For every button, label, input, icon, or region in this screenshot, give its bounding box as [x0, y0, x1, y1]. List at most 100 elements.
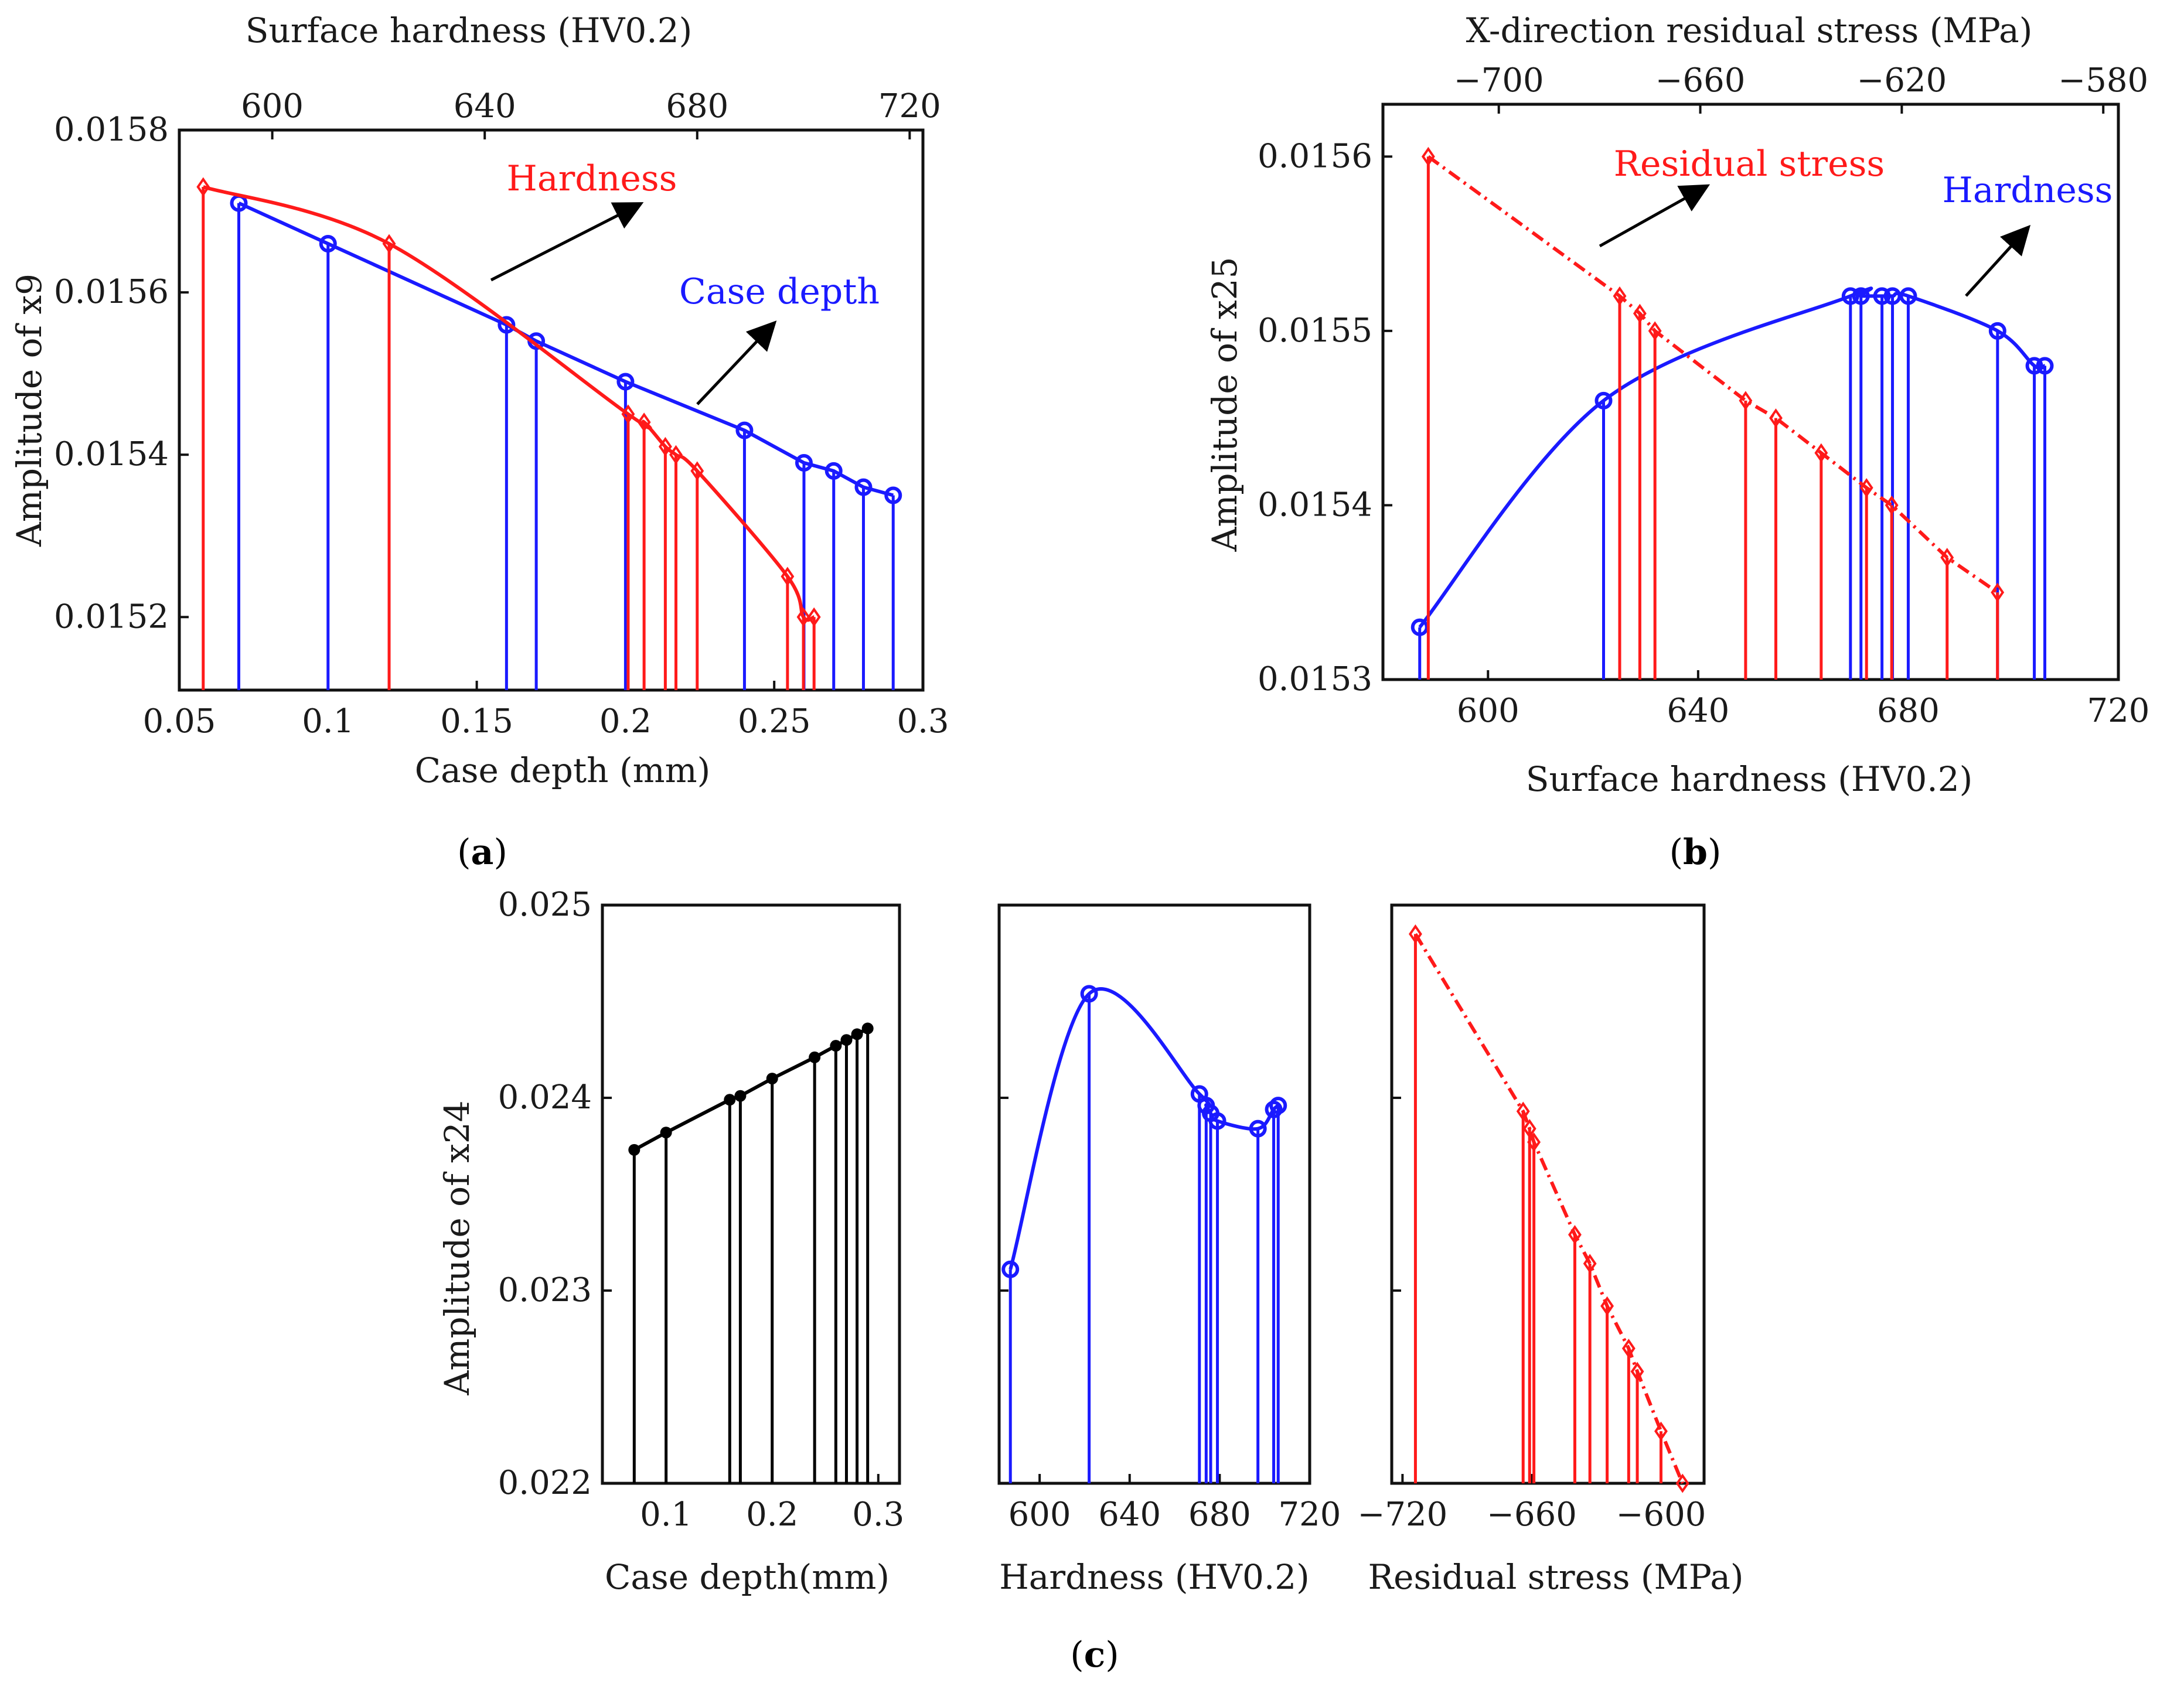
- point-c3-0-3: [1527, 1132, 1541, 1152]
- point-a-1-5: [669, 445, 683, 465]
- x-tick-label-c3-0: −720: [1357, 1496, 1447, 1534]
- panel-b-label: (b): [1669, 832, 1722, 873]
- series-c1-0: [628, 1022, 874, 1483]
- y-tick-label-a-2: 0.0156: [54, 273, 169, 311]
- x-tick-label-c2-1: 640: [1098, 1496, 1161, 1534]
- x-tick-label-a-4: 0.25: [738, 702, 811, 740]
- panel-a: Surface hardness (HV0.2) Case depth (mm)…: [9, 11, 880, 873]
- point-c2-0-0: [1001, 1260, 1020, 1278]
- point-b-0-8: [2025, 357, 2043, 375]
- y-tick-label-c1-0: 0.022: [498, 1464, 592, 1502]
- point-b-1-0: [1421, 146, 1435, 166]
- point-c3-0-0: [1408, 924, 1422, 944]
- point-c1-0-4: [766, 1073, 778, 1085]
- series-line-a-1: [202, 185, 815, 622]
- series-line-c3-0: [1413, 933, 1685, 1484]
- chart-c3: −720 −660 −600: [1357, 903, 1706, 1534]
- panel-c: Amplitude of x24 Case depth(mm) Hardness…: [437, 1101, 1744, 1676]
- x-tick-label-a-1: 0.1: [302, 702, 354, 740]
- x-tick-label-b-3: 720: [2087, 692, 2150, 730]
- point-b-1-2: [1633, 303, 1647, 323]
- point-a-1-8: [796, 607, 810, 627]
- point-a-0-6: [795, 454, 813, 472]
- point-b-1-5: [1769, 408, 1783, 428]
- x-tick-label-b-2: 680: [1877, 692, 1940, 730]
- y-tick-label-b-1: 0.0154: [1258, 486, 1372, 524]
- point-c1-0-7: [840, 1034, 853, 1046]
- point-c3-0-5: [1583, 1254, 1597, 1274]
- point-b-0-2: [1841, 287, 1859, 305]
- point-c2-0-6: [1249, 1120, 1267, 1138]
- plot-frame-c1: [601, 903, 901, 1485]
- point-c3-0-1: [1516, 1101, 1530, 1121]
- x-tick-label-c3-1: −660: [1487, 1496, 1577, 1534]
- panel-c2-xlabel: Hardness (HV0.2): [999, 1557, 1310, 1597]
- annotation-arrow-2: [1599, 184, 1711, 248]
- x-tick-label-c1-2: 0.3: [852, 1496, 904, 1534]
- point-b-0-9: [2036, 357, 2054, 375]
- panel-c1-ylabel: Amplitude of x24: [437, 1101, 477, 1396]
- series-b-0: [1410, 286, 2054, 680]
- point-c1-0-2: [724, 1094, 736, 1106]
- point-b-0-6: [1899, 287, 1917, 305]
- chart-c2: 600 640 680 720: [997, 903, 1341, 1534]
- point-a-0-9: [884, 486, 902, 504]
- panel-a-xlabel-top: Surface hardness (HV0.2): [246, 11, 693, 50]
- point-b-1-7: [1859, 478, 1873, 498]
- panel-c3-xlabel: Residual stress (MPa): [1368, 1557, 1743, 1597]
- x-tick-label-a-0: 0.05: [143, 702, 216, 740]
- point-b-1-10: [1991, 582, 2005, 602]
- point-c3-0-8: [1630, 1361, 1644, 1381]
- annotation-arrow-1: [696, 320, 777, 405]
- chart-c1: 0.022 0.023 0.024 0.025 0.1 0.2 0.3: [498, 886, 905, 1534]
- panel-a-ylabel: Amplitude of x9: [9, 274, 49, 547]
- x-tick-label-c1-1: 0.2: [746, 1496, 798, 1534]
- y-tick-label-b-2: 0.0155: [1258, 312, 1372, 350]
- series-a-1: [196, 177, 821, 690]
- point-b-1-9: [1940, 548, 1954, 568]
- point-c1-0-3: [734, 1090, 747, 1102]
- point-a-1-1: [382, 234, 396, 254]
- point-b-0-3: [1852, 287, 1870, 305]
- plot-frame-b: [1381, 103, 2120, 681]
- y-tick-label-c1-1: 0.023: [498, 1271, 592, 1309]
- y-tick-label-a-3: 0.0158: [54, 111, 169, 149]
- y-tick-label-c1-3: 0.025: [498, 886, 592, 924]
- x-tick-label-c2-3: 720: [1279, 1496, 1341, 1534]
- y-tick-label-b-3: 0.0156: [1258, 137, 1372, 175]
- point-c3-0-7: [1621, 1339, 1636, 1359]
- x-top-tick-label-a-2: 680: [666, 87, 728, 125]
- point-a-1-7: [781, 566, 795, 586]
- x-top-tick-label-b-2: −620: [1856, 62, 1947, 100]
- y-tick-label-b-0: 0.0153: [1258, 660, 1372, 698]
- x-top-tick-label-b-0: −700: [1454, 62, 1544, 100]
- point-b-0-0: [1410, 618, 1429, 636]
- point-a-0-5: [735, 421, 754, 439]
- point-c3-0-2: [1522, 1119, 1536, 1139]
- panel-b-xlabel-top: X-direction residual stress (MPa): [1466, 11, 2033, 50]
- point-c1-0-1: [660, 1127, 672, 1139]
- panel-b-annotation-residual-stress: Residual stress: [1614, 144, 1885, 185]
- series-line-b-1: [1427, 155, 1999, 594]
- chart-a: 0.0152 0.0154 0.0156 0.0158 0.05 0.1 0.15 0.2 0.…: [54, 87, 949, 740]
- point-a-0-1: [319, 234, 337, 252]
- panel-b-annotation-hardness: Hardness: [1943, 170, 2113, 211]
- panel-a-annotation-hardness: Hardness: [507, 158, 677, 199]
- point-b-1-4: [1739, 391, 1753, 411]
- panel-b-ylabel: Amplitude of x25: [1205, 257, 1245, 552]
- point-b-1-1: [1613, 286, 1627, 306]
- x-tick-label-c2-2: 680: [1188, 1496, 1251, 1534]
- x-tick-label-b-0: 600: [1457, 692, 1519, 730]
- panel-c1-xlabel: Case depth(mm): [605, 1557, 890, 1597]
- point-c3-0-4: [1568, 1225, 1582, 1245]
- point-a-1-2: [621, 404, 635, 424]
- x-top-tick-label-a-1: 640: [454, 87, 516, 125]
- series-line-a-0: [238, 201, 894, 497]
- chart-b: 0.0153 0.0154 0.0155 0.0156 600 640 680 720 −700…: [1258, 62, 2149, 730]
- point-b-0-7: [1988, 322, 2006, 340]
- series-line-b-0: [1418, 286, 2046, 629]
- point-c1-0-0: [628, 1144, 640, 1156]
- point-a-1-9: [807, 607, 821, 627]
